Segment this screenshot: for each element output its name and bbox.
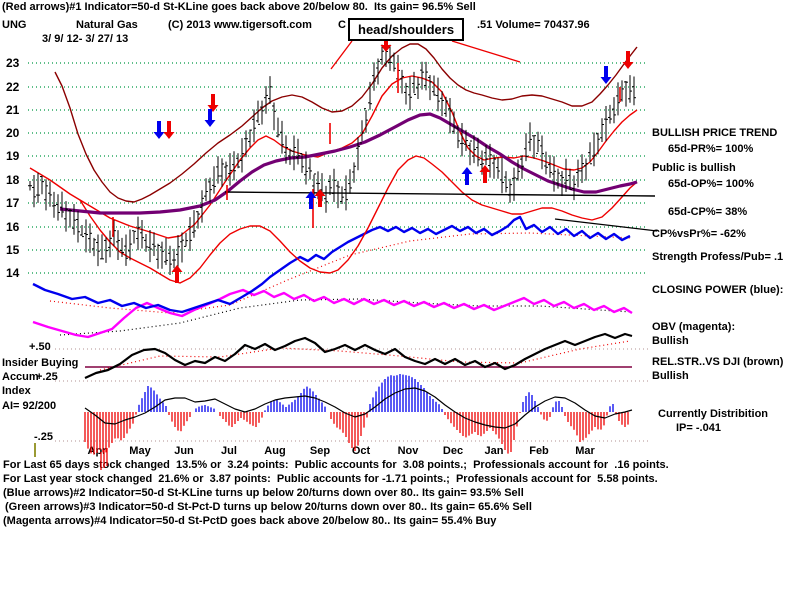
blue-down-arrow-icon [600,66,612,84]
blue-down-arrow-icon [153,121,165,139]
price-axis-label: 18 [6,173,20,187]
ma-65d-purple [59,112,638,215]
spike-ticks [112,63,621,237]
left-panel-label: +.50 [29,341,51,353]
blue-down-arrow-icon [204,109,216,127]
obv-line [32,288,633,339]
red-up-arrow-icon [171,265,183,283]
price-axis-label: 19 [6,149,20,163]
red-down-arrow-icon [163,121,175,139]
upper-band-red [29,75,638,239]
closing-power-ma-dotted [49,232,633,314]
month-label: Jun [174,445,194,457]
footer-line-3: (Blue arrows)#2 Indicator=50-d St-KLine … [3,487,524,499]
month-label: Feb [529,445,549,457]
head-shoulders-annotation: head/shoulders [348,18,465,41]
right-panel-label: CLOSING POWER (blue): [652,284,784,296]
left-panel-label: Accum [2,371,39,383]
red-up-arrow-icon [314,189,326,207]
right-panel-label: 65d-OP%= 100% [668,178,754,190]
price-axis-label: 17 [6,196,20,210]
footer-line-5: (Magenta arrows)#4 Indicator=50-d St-Pct… [3,515,497,527]
neckline [224,191,656,197]
right-panel-label: Strength Profess/Pub= .1 [652,251,784,263]
red-down-arrow-icon [622,51,634,69]
month-label: Jan [484,445,504,457]
month-label: Mar [575,445,595,457]
cp-trendline [554,218,658,232]
left-panel-label: Index [2,385,31,397]
right-panel-label: BULLISH PRICE TREND [652,127,778,139]
month-label: Sep [309,445,331,457]
price-axis-label: 16 [6,220,20,234]
right-panel-label: Public is bullish [652,162,736,174]
left-panel-label: +.25 [36,371,58,383]
right-panel-label: OBV (magenta): [652,321,736,333]
footer-line-2: For Last year stock changed 21.6% or 3.8… [3,473,658,485]
lower-band-red [79,155,638,284]
copyright-text: (C) 2013 www.tigersoft.com [168,19,312,31]
right-panel-label: REL.STR..VS DJI (brown) [652,356,784,368]
accum-smooth-line [84,387,633,429]
upper-envelope-maroon [54,43,638,203]
relative-strength-line [84,332,633,380]
signal-arrows [153,34,634,283]
indicator-gridlines [55,348,648,442]
right-panel-label: 65d-CP%= 38% [668,206,748,218]
month-label: Oct [351,445,371,457]
month-label: Aug [264,445,286,457]
left-panel-label: Insider Buying [2,357,79,369]
price-gridlines [28,62,648,274]
left-panel-label: -.25 [34,431,53,443]
month-label: Nov [397,445,419,457]
instrument-name: Natural Gas [76,19,138,31]
month-label: Jul [221,445,237,457]
candlestick-series [28,33,636,276]
right-panel-label: Currently Distribition [658,408,769,420]
head-shoulders-pointer-lines [330,40,521,70]
price-axis-label: 21 [6,103,20,117]
price-axis-label: 15 [6,243,20,257]
blue-up-arrow-icon [461,167,473,185]
right-panel-label: Bullish [652,335,689,347]
price-axis-label: 14 [6,266,20,280]
signal-summary-line1: (Red arrows)#1 Indicator=50-d St-KLine g… [2,1,476,13]
right-panel-label: 65d-PR%= 100% [668,143,754,155]
month-label: Apr [87,445,107,457]
close-volume-text: .51 Volume= 70437.96 [477,19,590,31]
blue-up-arrow-icon [305,191,317,209]
date-range: 3/ 9/ 12- 3/ 27/ 13 [42,33,129,45]
footer-line-1: For Last 65 days stock changed 13.5% or … [3,459,669,471]
price-axis-label: 22 [6,80,20,94]
price-axis-label: 23 [6,56,20,70]
red-down-arrow-icon [207,94,219,112]
ticker-symbol: UNG [2,19,27,31]
right-panel-label: IP= -.041 [676,422,721,434]
left-panel-label: AI= 92/200 [2,400,57,412]
right-panel-label: Bullish [652,370,689,382]
month-label: May [129,445,151,457]
relative-strength-ma-dotted [99,340,631,371]
accum-histogram [84,374,629,455]
red-up-arrow-icon [479,165,491,183]
right-panel-label: CP%vsPr%= -62% [652,228,746,240]
footer-line-4: (Green arrows)#3 Indicator=50-d St-Pct-D… [5,501,532,513]
closing-power-line [32,215,631,314]
month-label: Dec [442,445,464,457]
price-axis-label: 20 [6,126,20,140]
close-prefix: C [338,19,346,31]
obv-ma-dotted [59,298,633,336]
